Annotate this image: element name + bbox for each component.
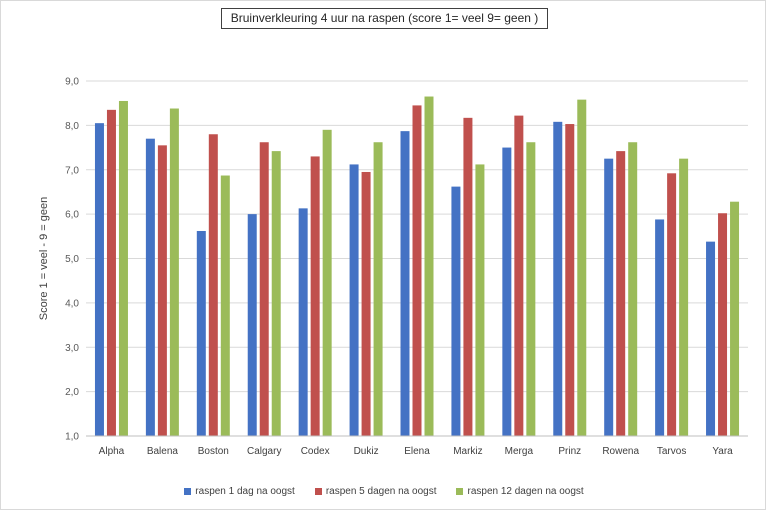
bar-rowena-series-3 bbox=[628, 142, 638, 437]
x-tick-label: Codex bbox=[301, 446, 330, 457]
bar-elena-series-1 bbox=[400, 131, 410, 437]
x-tick-label: Markiz bbox=[453, 446, 482, 457]
bar-rowena-series-2 bbox=[616, 151, 626, 437]
bar-codex-series-2 bbox=[310, 156, 320, 436]
y-tick-label: 1,0 bbox=[65, 432, 79, 443]
y-tick-label: 9,0 bbox=[65, 77, 79, 88]
y-tick-label: 5,0 bbox=[65, 254, 79, 265]
chart-title: Bruinverkleuring 4 uur na raspen (score … bbox=[221, 8, 548, 29]
bar-alpha-series-3 bbox=[118, 100, 128, 436]
y-tick-label: 6,0 bbox=[65, 210, 79, 221]
legend-label-series-3: raspen 12 dagen na oogst bbox=[467, 486, 584, 497]
legend-swatch-series-3 bbox=[456, 488, 464, 495]
y-axis-title: Score 1 = veel - 9 = geen bbox=[38, 197, 50, 321]
y-tick-label: 4,0 bbox=[65, 298, 79, 309]
bar-boston-series-3 bbox=[220, 175, 230, 437]
bar-elena-series-2 bbox=[412, 105, 422, 436]
legend-label-series-1: raspen 1 dag na oogst bbox=[195, 486, 295, 497]
bar-tarvos-series-2 bbox=[667, 173, 677, 437]
bar-calgary-series-1 bbox=[247, 214, 257, 436]
bar-markiz-series-2 bbox=[463, 117, 473, 437]
bar-dukiz-series-1 bbox=[349, 164, 359, 437]
bar-dukiz-series-3 bbox=[373, 142, 383, 437]
bar-boston-series-1 bbox=[196, 230, 206, 436]
bar-dukiz-series-2 bbox=[361, 171, 371, 436]
x-tick-label: Alpha bbox=[99, 446, 125, 457]
bar-codex-series-1 bbox=[298, 208, 308, 436]
x-tick-label: Balena bbox=[147, 446, 179, 457]
bar-merga-series-1 bbox=[502, 147, 512, 436]
bar-markiz-series-1 bbox=[451, 186, 461, 436]
x-tick-label: Elena bbox=[404, 446, 430, 457]
legend-item-series-3: raspen 12 dagen na oogst bbox=[456, 486, 584, 497]
bar-calgary-series-2 bbox=[259, 142, 269, 437]
x-tick-label: Dukiz bbox=[354, 446, 379, 457]
legend-label-series-2: raspen 5 dagen na oogst bbox=[325, 486, 437, 497]
bar-balena-series-1 bbox=[145, 138, 155, 436]
x-tick-label: Tarvos bbox=[657, 446, 686, 457]
x-tick-label: Merga bbox=[505, 446, 534, 457]
bar-alpha-series-2 bbox=[106, 109, 116, 436]
bar-boston-series-2 bbox=[208, 134, 218, 436]
y-tick-label: 8,0 bbox=[65, 121, 79, 132]
bar-tarvos-series-1 bbox=[655, 219, 665, 436]
x-tick-label: Prinz bbox=[558, 446, 581, 457]
bar-prinz-series-1 bbox=[553, 121, 563, 436]
y-tick-label: 7,0 bbox=[65, 165, 79, 176]
bar-alpha-series-1 bbox=[94, 123, 104, 436]
bar-prinz-series-3 bbox=[577, 99, 587, 436]
bar-balena-series-3 bbox=[169, 108, 179, 436]
legend-item-series-2: raspen 5 dagen na oogst bbox=[314, 486, 437, 497]
bar-yara-series-1 bbox=[706, 241, 716, 436]
bar-merga-series-2 bbox=[514, 115, 524, 437]
legend-swatch-series-1 bbox=[184, 488, 192, 495]
bar-rowena-series-1 bbox=[604, 158, 614, 436]
bar-calgary-series-3 bbox=[271, 151, 281, 437]
x-tick-label: Calgary bbox=[247, 446, 281, 457]
y-tick-label: 2,0 bbox=[65, 387, 79, 398]
legend-item-series-1: raspen 1 dag na oogst bbox=[184, 486, 295, 497]
bar-prinz-series-2 bbox=[565, 124, 575, 436]
bar-yara-series-3 bbox=[730, 201, 740, 436]
bar-markiz-series-3 bbox=[475, 164, 485, 437]
bar-codex-series-3 bbox=[322, 129, 332, 436]
bar-elena-series-3 bbox=[424, 96, 434, 436]
legend: raspen 1 dag na oogst raspen 5 dagen na … bbox=[0, 486, 768, 497]
x-tick-label: Yara bbox=[712, 446, 733, 457]
x-tick-label: Rowena bbox=[602, 446, 639, 457]
y-tick-label: 3,0 bbox=[65, 343, 79, 354]
bar-yara-series-2 bbox=[718, 213, 728, 436]
legend-swatch-series-2 bbox=[314, 488, 322, 495]
bar-balena-series-2 bbox=[157, 145, 167, 436]
bar-merga-series-3 bbox=[526, 142, 536, 437]
x-tick-label: Boston bbox=[198, 446, 229, 457]
bar-tarvos-series-3 bbox=[679, 158, 689, 436]
